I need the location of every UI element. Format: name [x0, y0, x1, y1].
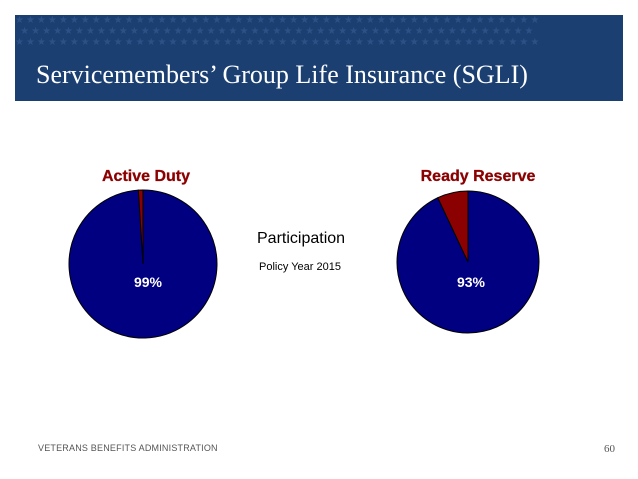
chart-title-ready-reserve: Ready Reserve: [421, 168, 536, 185]
pie-slice-active-duty-not-participating: [137, 189, 144, 265]
page-number: 60: [604, 443, 615, 455]
pie-slice-ready-reserve-not-participating: [437, 190, 469, 263]
footer-agency: VETERANS BENEFITS ADMINISTRATION: [38, 443, 218, 453]
stars-pattern: ★★★★★★★★★★★★★★★★★★★★★★★★★★★★★★★★★★★★★★★★…: [15, 15, 542, 48]
pie-active-duty: 99%: [68, 189, 218, 339]
pie-label-ready-reserve: 93%: [457, 274, 486, 290]
chart-title-active-duty: Active Duty: [102, 168, 190, 185]
page-title: Servicemembers’ Group Life Insurance (SG…: [36, 60, 528, 89]
pie-ready-reserve: 93%: [396, 190, 540, 334]
participation-heading: Participation: [257, 230, 346, 247]
title-banner: ★★★★★★★★★★★★★★★★★★★★★★★★★★★★★★★★★★★★★★★★…: [15, 15, 623, 101]
pie-label-active-duty: 99%: [134, 274, 163, 290]
policy-year-subtitle: Policy Year 2015: [259, 261, 341, 273]
